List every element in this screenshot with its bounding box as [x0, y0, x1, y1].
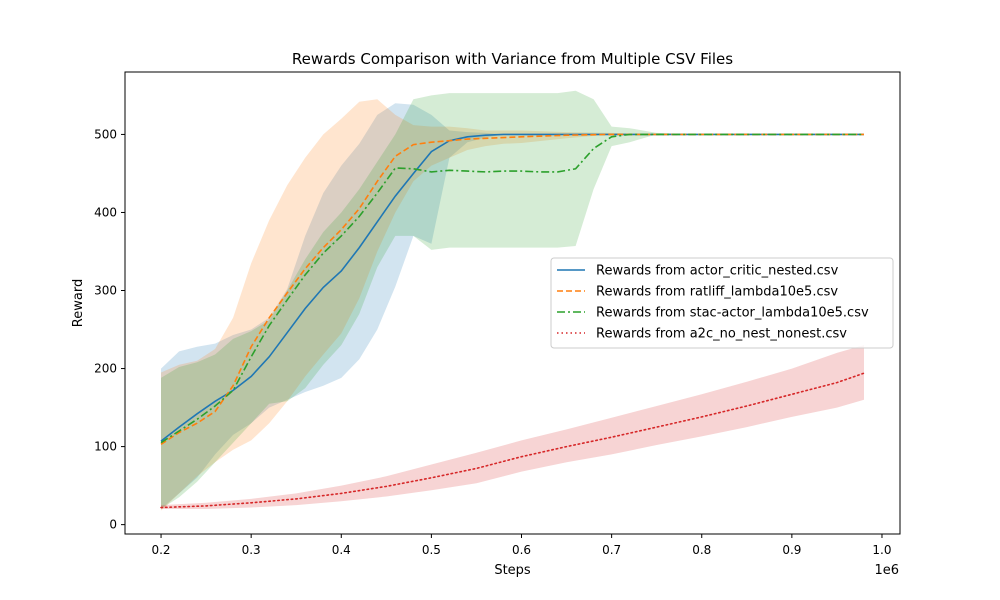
x-tick-label: 1.0 — [872, 543, 891, 557]
y-axis-ticks: 0 100 200 300 400 500 — [94, 127, 125, 532]
y-tick-label: 200 — [94, 362, 117, 376]
legend-entry-label: Rewards from ratliff_lambda10e5.csv — [596, 285, 838, 300]
x-tick-label: 0.8 — [692, 543, 711, 557]
legend: Rewards from actor_critic_nested.csv Rewa… — [550, 257, 894, 349]
variance-band-ratliff-lambda10e5 — [161, 99, 864, 511]
variance-bands — [161, 90, 864, 511]
chart-title: Rewards Comparison with Variance from Mu… — [292, 50, 733, 68]
y-tick-label: 100 — [94, 440, 117, 454]
variance-band-a2c-no-nest-nonest — [161, 345, 864, 509]
x-tick-label: 0.2 — [151, 543, 170, 557]
y-axis-label: Reward — [71, 279, 86, 327]
x-tick-label: 0.9 — [782, 543, 801, 557]
variance-band-actor-critic-nested — [161, 103, 864, 509]
series-line-actor-critic-nested — [160, 133, 864, 442]
series-line-a2c-no-nest-nonest — [160, 372, 865, 509]
y-tick-label: 400 — [94, 205, 117, 219]
x-tick-label: 0.4 — [332, 543, 351, 557]
x-axis-ticks: 0.2 0.3 0.4 0.5 0.6 0.7 0.8 0.9 1.0 — [151, 534, 892, 557]
x-tick-label: 0.6 — [512, 543, 531, 557]
legend-entry-label: Rewards from stac-actor_lambda10e5.csv — [596, 306, 869, 321]
variance-band-stac-actor-lambda10e5 — [161, 90, 864, 509]
y-tick-label: 0 — [109, 518, 117, 532]
x-tick-label: 0.7 — [602, 543, 621, 557]
y-tick-label: 300 — [94, 284, 117, 298]
y-tick-label: 500 — [94, 127, 117, 141]
x-tick-label: 0.3 — [242, 543, 261, 557]
legend-entry-label: Rewards from actor_critic_nested.csv — [596, 264, 839, 279]
x-axis-label: Steps — [494, 563, 531, 578]
plot-frame — [124, 71, 901, 535]
x-tick-label: 0.5 — [422, 543, 441, 557]
series-line-ratliff-lambda10e5 — [160, 133, 864, 445]
x-axis-offset-label: 1e6 — [874, 563, 899, 578]
series-line-stac-actor-lambda10e5 — [160, 133, 864, 444]
legend-entry-label: Rewards from a2c_no_nest_nonest.csv — [596, 327, 847, 342]
legend-box — [550, 257, 894, 349]
series-lines — [160, 133, 865, 509]
